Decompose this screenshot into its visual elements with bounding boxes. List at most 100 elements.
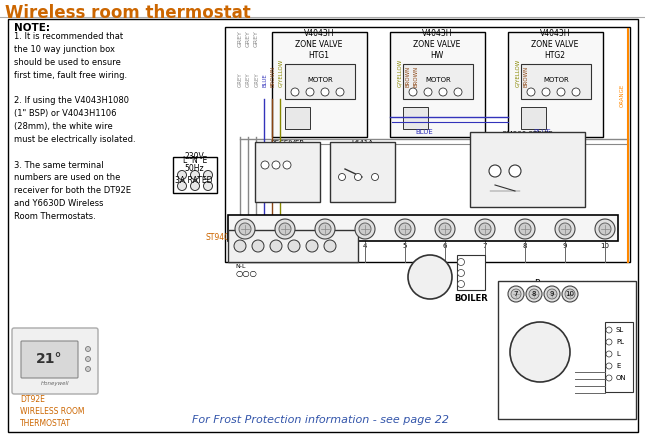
Circle shape bbox=[319, 223, 331, 235]
Circle shape bbox=[439, 223, 451, 235]
Bar bbox=[228, 215, 618, 241]
Bar bbox=[285, 107, 310, 129]
Circle shape bbox=[555, 219, 575, 239]
Circle shape bbox=[457, 281, 464, 287]
Circle shape bbox=[454, 88, 462, 96]
FancyBboxPatch shape bbox=[12, 328, 98, 394]
Circle shape bbox=[519, 223, 531, 235]
Bar bbox=[403, 64, 473, 99]
Circle shape bbox=[86, 346, 90, 351]
Text: MOTOR: MOTOR bbox=[307, 77, 333, 83]
Text: Pump overrun: Pump overrun bbox=[535, 279, 599, 288]
Text: BLUE: BLUE bbox=[533, 129, 551, 135]
Circle shape bbox=[261, 161, 269, 169]
Circle shape bbox=[355, 219, 375, 239]
Circle shape bbox=[606, 363, 612, 369]
Circle shape bbox=[479, 223, 491, 235]
Bar bbox=[255, 142, 320, 202]
Circle shape bbox=[190, 181, 199, 190]
Circle shape bbox=[279, 223, 291, 235]
Circle shape bbox=[595, 219, 615, 239]
Text: MOTOR: MOTOR bbox=[543, 77, 569, 83]
Text: 5: 5 bbox=[403, 243, 407, 249]
Text: ON: ON bbox=[616, 375, 627, 381]
Text: For Frost Protection information - see page 22: For Frost Protection information - see p… bbox=[192, 415, 448, 425]
Text: PL: PL bbox=[616, 339, 624, 345]
Text: RECEIVER
BOR01: RECEIVER BOR01 bbox=[270, 140, 304, 153]
Circle shape bbox=[177, 181, 186, 190]
Text: 9: 9 bbox=[562, 243, 567, 249]
Text: ON: ON bbox=[468, 281, 479, 287]
Circle shape bbox=[606, 339, 612, 345]
Circle shape bbox=[204, 181, 212, 190]
Text: 10: 10 bbox=[566, 291, 575, 297]
Text: O: O bbox=[468, 259, 473, 265]
Circle shape bbox=[515, 219, 535, 239]
Circle shape bbox=[565, 289, 575, 299]
Bar bbox=[470, 132, 585, 207]
Circle shape bbox=[86, 357, 90, 362]
Text: PUMP: PUMP bbox=[531, 363, 548, 367]
Text: GREY: GREY bbox=[253, 30, 259, 47]
Text: N
E
L: N E L bbox=[428, 263, 433, 284]
Circle shape bbox=[542, 88, 550, 96]
Circle shape bbox=[489, 165, 501, 177]
Circle shape bbox=[234, 240, 246, 252]
Circle shape bbox=[321, 88, 329, 96]
Text: MOTOR: MOTOR bbox=[425, 77, 451, 83]
Bar bbox=[521, 64, 591, 99]
Circle shape bbox=[606, 351, 612, 357]
Text: G/YELLOW: G/YELLOW bbox=[397, 59, 402, 87]
Bar bbox=[390, 32, 485, 137]
Text: 4: 4 bbox=[362, 243, 367, 249]
Circle shape bbox=[547, 289, 557, 299]
Bar bbox=[285, 64, 355, 99]
Text: G/YELLOW: G/YELLOW bbox=[279, 59, 284, 87]
Text: 230V
50Hz
3A RATED: 230V 50Hz 3A RATED bbox=[175, 152, 213, 185]
Text: PUMP: PUMP bbox=[421, 284, 439, 290]
FancyBboxPatch shape bbox=[21, 341, 78, 378]
Circle shape bbox=[475, 219, 495, 239]
Text: E: E bbox=[468, 270, 472, 276]
Text: V4043H
ZONE VALVE
HW: V4043H ZONE VALVE HW bbox=[413, 29, 461, 60]
Circle shape bbox=[239, 223, 251, 235]
Circle shape bbox=[204, 170, 212, 180]
Text: 8: 8 bbox=[522, 243, 527, 249]
Text: NOTE:: NOTE: bbox=[14, 23, 50, 33]
Text: BOILER: BOILER bbox=[601, 403, 635, 412]
Circle shape bbox=[508, 286, 524, 302]
Text: 3: 3 bbox=[322, 243, 327, 249]
Text: ST9400A/C: ST9400A/C bbox=[205, 232, 247, 241]
Circle shape bbox=[457, 270, 464, 277]
Circle shape bbox=[435, 219, 455, 239]
Text: B: B bbox=[512, 152, 518, 161]
Circle shape bbox=[544, 286, 560, 302]
Text: GREY: GREY bbox=[255, 72, 259, 87]
Text: L641A
CYLINDER
STAT.: L641A CYLINDER STAT. bbox=[345, 140, 379, 160]
Circle shape bbox=[339, 173, 346, 181]
Circle shape bbox=[409, 88, 417, 96]
Text: BROWN: BROWN bbox=[413, 66, 419, 87]
Bar bbox=[403, 107, 428, 129]
Circle shape bbox=[177, 170, 186, 180]
Circle shape bbox=[235, 219, 255, 239]
Circle shape bbox=[324, 240, 336, 252]
Text: 21°: 21° bbox=[35, 352, 63, 366]
Circle shape bbox=[457, 258, 464, 266]
Text: SL: SL bbox=[616, 327, 624, 333]
Circle shape bbox=[306, 240, 318, 252]
Text: GREY: GREY bbox=[246, 72, 250, 87]
Text: GREY: GREY bbox=[237, 30, 243, 47]
Circle shape bbox=[509, 165, 521, 177]
Bar bbox=[225, 27, 630, 262]
Text: BROWN: BROWN bbox=[524, 66, 528, 87]
Text: L  N  E: L N E bbox=[183, 156, 207, 165]
Circle shape bbox=[270, 240, 282, 252]
Circle shape bbox=[439, 88, 447, 96]
Circle shape bbox=[559, 223, 571, 235]
Bar bbox=[521, 107, 546, 129]
Circle shape bbox=[291, 88, 299, 96]
Circle shape bbox=[399, 223, 411, 235]
Circle shape bbox=[527, 88, 535, 96]
Circle shape bbox=[336, 88, 344, 96]
